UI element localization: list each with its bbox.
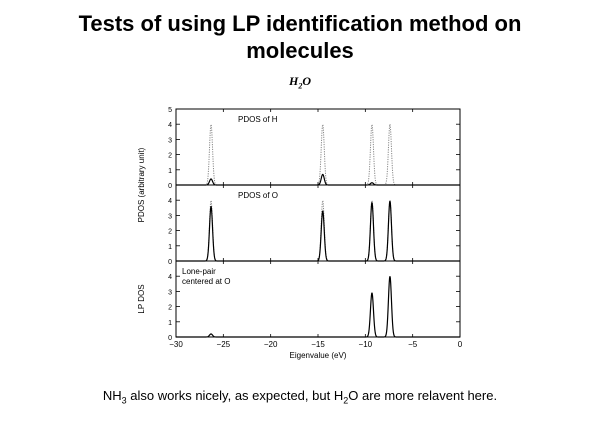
x-tick-label: 0 — [458, 340, 463, 349]
x-tick-label: −30 — [169, 340, 183, 349]
molecule-main: H — [288, 74, 299, 88]
y-tick-label: 4 — [168, 122, 172, 129]
x-tick-label: −15 — [311, 340, 325, 349]
slide-title-line1: Tests of using LP identification method … — [78, 11, 522, 36]
caption-part-c: O are more relavent here. — [348, 388, 498, 403]
y-tick-label: 2 — [168, 229, 172, 236]
y-tick-label: 0 — [168, 335, 172, 342]
caption-subscript-1: 3 — [121, 395, 127, 406]
plot-frame — [175, 108, 461, 338]
x-tick-label: −25 — [217, 340, 231, 349]
series-line-dotted — [176, 200, 460, 262]
panel-label-line1: Lone-pair — [182, 267, 216, 276]
x-tick-label: −10 — [359, 340, 373, 349]
molecule-label: H2O — [0, 74, 600, 90]
y-axis-label-top: PDOS (arbitrary unit) — [137, 147, 146, 222]
y-tick-label: 4 — [168, 274, 172, 281]
x-tick-label: −5 — [408, 340, 418, 349]
molecule-subscript: 2 — [298, 81, 303, 91]
panel-label: PDOS of O — [238, 191, 278, 200]
panel-label: PDOS of H — [238, 115, 278, 124]
slide-caption: NH3 also works nicely, as expected, but … — [0, 388, 600, 406]
y-tick-label: 3 — [168, 137, 172, 144]
y-tick-label: 2 — [168, 153, 172, 160]
y-tick-label: 1 — [168, 168, 172, 175]
y-tick-label: 3 — [168, 213, 172, 220]
y-tick-label: 5 — [168, 107, 172, 114]
molecule-end: O — [302, 74, 311, 88]
series-line-solid — [176, 200, 460, 262]
y-tick-label: 0 — [168, 183, 172, 190]
y-axis-label-bottom: LP DOS — [137, 284, 146, 313]
pdos-chart: 0 1 2 3 4 5 PDOS of H 0 1 2 3 4 PDOS of O 0 1 2 3 4 Lone-p… — [137, 107, 463, 360]
caption-part-a: NH — [102, 388, 122, 403]
slide-title-line2: molecules — [246, 38, 354, 63]
y-tick-label: 0 — [168, 259, 172, 266]
y-tick-label: 3 — [168, 289, 172, 296]
caption-part-b: also works nicely, as expected, but H — [126, 388, 344, 403]
y-tick-label: 1 — [168, 244, 172, 251]
slide-title: Tests of using LP identification method … — [0, 10, 600, 64]
panel-label-line2: centered at O — [182, 277, 230, 286]
y-tick-label: 1 — [168, 320, 172, 327]
series-line-dotted — [176, 124, 460, 186]
series-line-solid — [176, 276, 460, 338]
caption-subscript-2: 2 — [343, 395, 349, 406]
x-axis-label: Eigenvalue (eV) — [290, 351, 347, 360]
y-tick-label: 4 — [168, 198, 172, 205]
y-tick-label: 2 — [168, 305, 172, 312]
x-tick-label: −20 — [264, 340, 278, 349]
